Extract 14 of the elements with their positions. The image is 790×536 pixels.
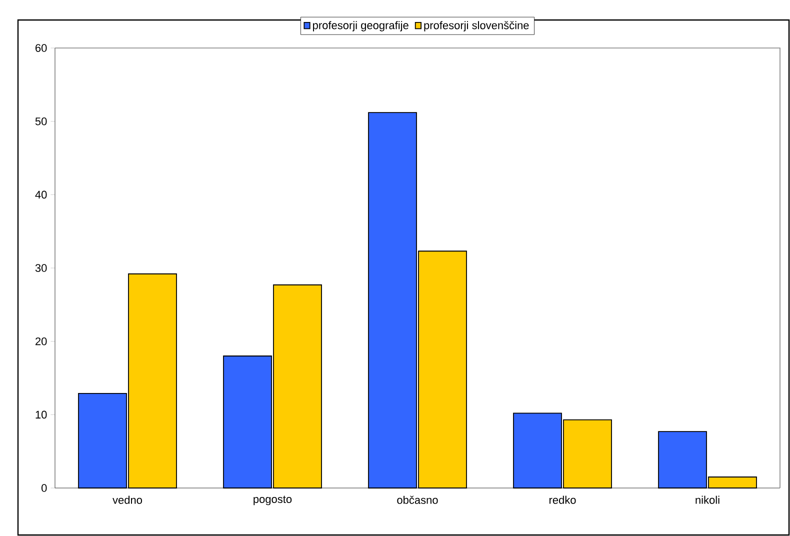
y-tick-label: 60 <box>36 44 47 52</box>
x-tick-label: redko <box>549 496 576 504</box>
y-tick-label: 30 <box>35 264 47 272</box>
x-tick-label: vedno <box>112 496 142 504</box>
y-tick-label: 10 <box>36 410 47 419</box>
legend-label: profesorji geografije <box>313 21 408 32</box>
y-tick-label: 40 <box>35 190 47 199</box>
legend-label: profesorji slovenščine <box>424 21 529 32</box>
x-tick-label: pogosto <box>254 496 292 506</box>
x-tick-label: občasno <box>397 496 438 504</box>
y-tick-label: 20 <box>36 337 47 346</box>
x-tick-label: nikoli <box>696 496 720 504</box>
y-tick-label: 50 <box>35 117 47 126</box>
y-tick-label: 0 <box>42 484 47 492</box>
